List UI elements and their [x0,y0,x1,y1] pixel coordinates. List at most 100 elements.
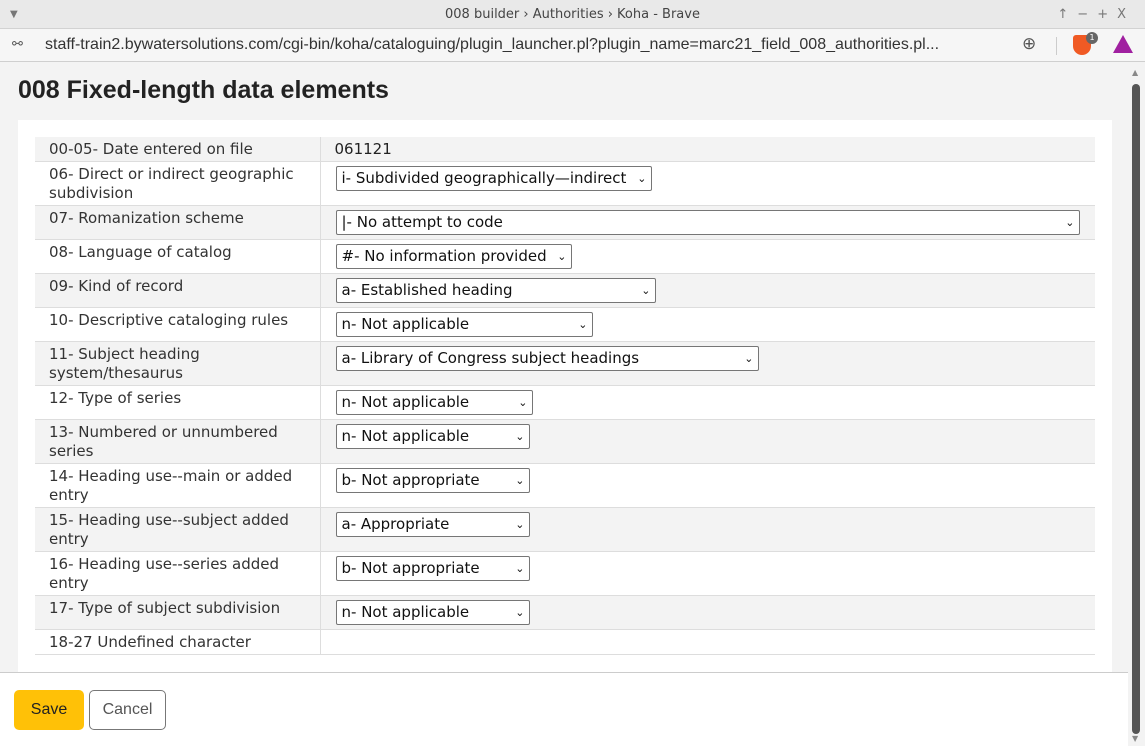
chevron-down-icon: ⌄ [1065,216,1075,229]
table-row: 12- Type of series n- Not applicable ⌄ [35,385,1095,420]
table-row: 14- Heading use--main or added entry b- N… [35,463,1095,508]
shields-badge: 1 [1086,32,1098,44]
field-label: 15- Heading use--subject added entry [35,507,321,552]
table-row: 17- Type of subject subdivision n- Not ap… [35,595,1095,630]
chevron-down-icon: ⌄ [578,318,588,331]
chevron-down-icon: ⌄ [515,474,525,487]
chevron-down-icon: ⌄ [637,172,647,185]
divider [1056,37,1057,55]
selected-option: a- Appropriate [341,515,450,533]
table-row: 00-05- Date entered on file 061121 [35,137,1095,162]
selected-option: |- No attempt to code [341,213,503,231]
field-value-cell: n- Not applicable ⌄ [320,385,1095,420]
scroll-down-icon[interactable]: ▼ [1132,734,1139,743]
field-value-cell: n- Not applicable ⌄ [320,595,1095,630]
field-value-cell: |- No attempt to code ⌄ [320,205,1095,240]
selected-option: #- No information provided [341,247,547,265]
field-label: 11- Subject heading system/thesaurus [35,341,321,386]
selected-option: a- Library of Congress subject headings [341,349,640,367]
scroll-up-icon[interactable]: ▲ [1132,68,1139,77]
field-value: 061121 [334,140,392,158]
chevron-down-icon: ⌄ [515,518,525,531]
table-row: 13- Numbered or unnumbered series n- Not … [35,419,1095,464]
selected-option: a- Established heading [341,281,513,299]
field-label: 07- Romanization scheme [35,205,321,240]
page-title: 008 Fixed-length data elements [18,76,389,104]
field-label: 17- Type of subject subdivision [35,595,321,630]
window-titlebar: ▼ 008 builder › Authorities › Koha - Bra… [0,0,1145,29]
fixed-field-table: 00-05- Date entered on file 061121 06- Dir… [35,137,1095,655]
field-select[interactable]: a- Appropriate ⌄ [335,512,530,537]
table-row: 18-27 Undefined character [35,629,1095,655]
selected-option: n- Not applicable [341,315,470,333]
field-select[interactable]: i- Subdivided geographically—indirect ⌄ [335,166,652,191]
address-bar: ⚯ staff-train2.bywatersolutions.com/cgi-… [0,29,1145,62]
table-row: 15- Heading use--subject added entry a- A… [35,507,1095,552]
selected-option: b- Not appropriate [341,471,480,489]
selected-option: n- Not applicable [341,427,470,445]
field-select[interactable]: n- Not applicable ⌄ [335,600,530,625]
field-label: 08- Language of catalog [35,239,321,274]
field-label: 06- Direct or indirect geographic subdiv… [35,161,321,206]
window-controls[interactable]: ↑−+X [1057,7,1135,22]
table-row: 08- Language of catalog #- No information… [35,239,1095,274]
selected-option: n- Not applicable [341,603,470,621]
field-value-cell: #- No information provided ⌄ [320,239,1095,274]
table-row: 07- Romanization scheme |- No attempt to … [35,205,1095,240]
form-panel: 00-05- Date entered on file 061121 06- Dir… [18,120,1112,680]
window-title: 008 builder › Authorities › Koha - Brave [445,7,700,22]
field-select[interactable]: a- Library of Congress subject headings ⌄ [335,346,759,371]
scrollbar[interactable]: ▲ ▼ [1128,62,1145,746]
footer-bar: Save Cancel [0,672,1128,746]
chevron-down-icon: ⌄ [744,352,754,365]
field-select[interactable]: |- No attempt to code ⌄ [335,210,1080,235]
scrollbar-thumb[interactable] [1132,84,1140,734]
field-select[interactable]: n- Not applicable ⌄ [335,312,593,337]
url-field[interactable]: staff-train2.bywatersolutions.com/cgi-bi… [45,36,940,53]
field-select[interactable]: a- Established heading ⌄ [335,278,656,303]
field-select[interactable]: n- Not applicable ⌄ [335,390,533,415]
field-label: 10- Descriptive cataloging rules [35,307,321,342]
table-row: 16- Heading use--series added entry b- No… [35,551,1095,596]
field-label: 16- Heading use--series added entry [35,551,321,596]
chevron-down-icon: ⌄ [515,562,525,575]
site-settings-icon[interactable]: ⚯ [12,37,23,52]
zoom-icon[interactable]: ⊕ [1022,34,1037,54]
field-value-cell: b- Not appropriate ⌄ [320,463,1095,508]
chevron-down-icon: ⌄ [518,396,528,409]
selected-option: i- Subdivided geographically—indirect [341,169,627,187]
field-value-cell: n- Not applicable ⌄ [320,307,1095,342]
field-label: 09- Kind of record [35,273,321,308]
chevron-down-icon: ⌄ [515,606,525,619]
chevron-down-icon: ⌄ [515,430,525,443]
field-value-cell [320,629,1095,655]
selected-option: b- Not appropriate [341,559,480,577]
field-value-cell: b- Not appropriate ⌄ [320,551,1095,596]
field-value-cell: a- Established heading ⌄ [320,273,1095,308]
field-value-cell: n- Not applicable ⌄ [320,419,1095,464]
field-select[interactable]: b- Not appropriate ⌄ [335,556,530,581]
field-label: 12- Type of series [35,385,321,420]
chevron-down-icon: ⌄ [557,250,567,263]
brave-rewards-icon[interactable] [1113,35,1133,53]
window-menu-icon[interactable]: ▼ [10,9,18,20]
field-select[interactable]: n- Not applicable ⌄ [335,424,530,449]
table-row: 09- Kind of record a- Established heading… [35,273,1095,308]
field-value-cell: i- Subdivided geographically—indirect ⌄ [320,161,1095,206]
chevron-down-icon: ⌄ [641,284,651,297]
field-label: 14- Heading use--main or added entry [35,463,321,508]
field-value-cell: a- Library of Congress subject headings ⌄ [320,341,1095,386]
field-label: 18-27 Undefined character [35,629,321,655]
field-select[interactable]: #- No information provided ⌄ [335,244,572,269]
field-label: 13- Numbered or unnumbered series [35,419,321,464]
selected-option: n- Not applicable [341,393,470,411]
save-button[interactable]: Save [14,690,84,730]
table-row: 10- Descriptive cataloging rules n- Not a… [35,307,1095,342]
table-row: 11- Subject heading system/thesaurus a- L… [35,341,1095,386]
field-select[interactable]: b- Not appropriate ⌄ [335,468,530,493]
field-value-cell: a- Appropriate ⌄ [320,507,1095,552]
field-label: 00-05- Date entered on file [35,137,321,162]
field-value-cell: 061121 [320,137,1095,162]
cancel-button[interactable]: Cancel [89,690,166,730]
table-row: 06- Direct or indirect geographic subdiv… [35,161,1095,206]
